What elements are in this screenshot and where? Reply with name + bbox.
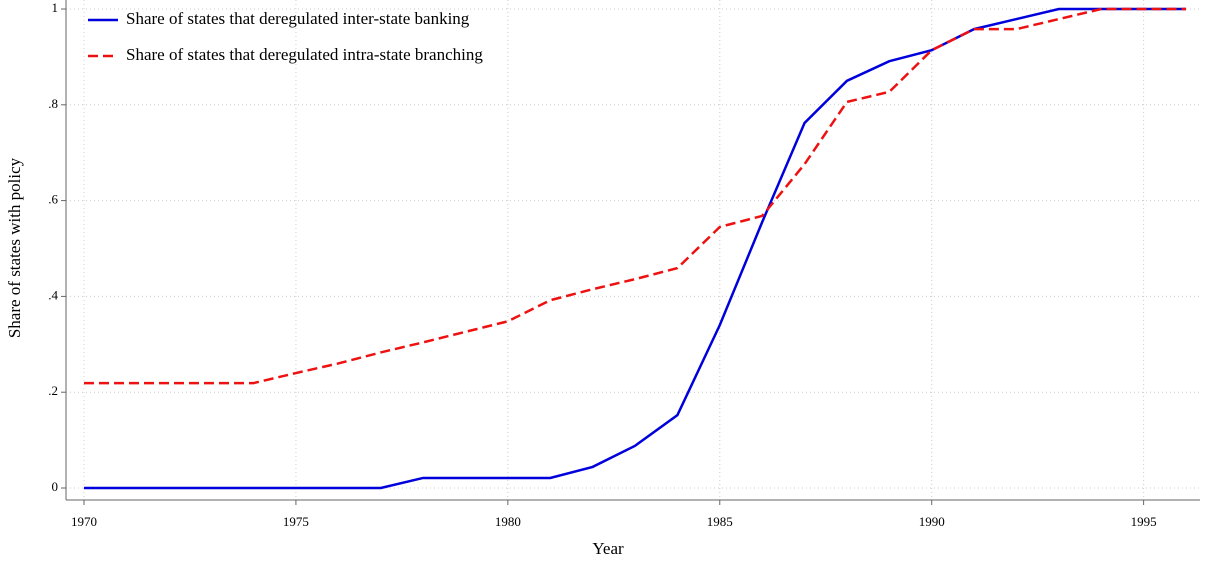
x-tick-label: 1980 <box>495 514 521 529</box>
data-line <box>84 7 1186 490</box>
x-tick-label: 1975 <box>283 514 309 529</box>
legend-label: Share of states that deregulated intra-s… <box>126 45 483 64</box>
y-tick-label: .8 <box>48 96 58 111</box>
x-tick-label: 1970 <box>71 514 97 529</box>
x-tick-label: 1990 <box>919 514 945 529</box>
y-tick-label: .4 <box>48 287 58 302</box>
y-axis-label: Share of states with policy <box>5 157 24 338</box>
legend-label: Share of states that deregulated inter-s… <box>126 9 470 28</box>
x-tick-label: 1985 <box>707 514 733 529</box>
y-tick-label: 1 <box>52 0 59 15</box>
x-tick-label: 1995 <box>1131 514 1157 529</box>
y-tick-label: .6 <box>48 192 58 207</box>
y-tick-label: 0 <box>52 479 59 494</box>
x-axis-label: Year <box>592 539 624 558</box>
data-line <box>84 7 1186 385</box>
y-tick-label: .2 <box>48 383 58 398</box>
